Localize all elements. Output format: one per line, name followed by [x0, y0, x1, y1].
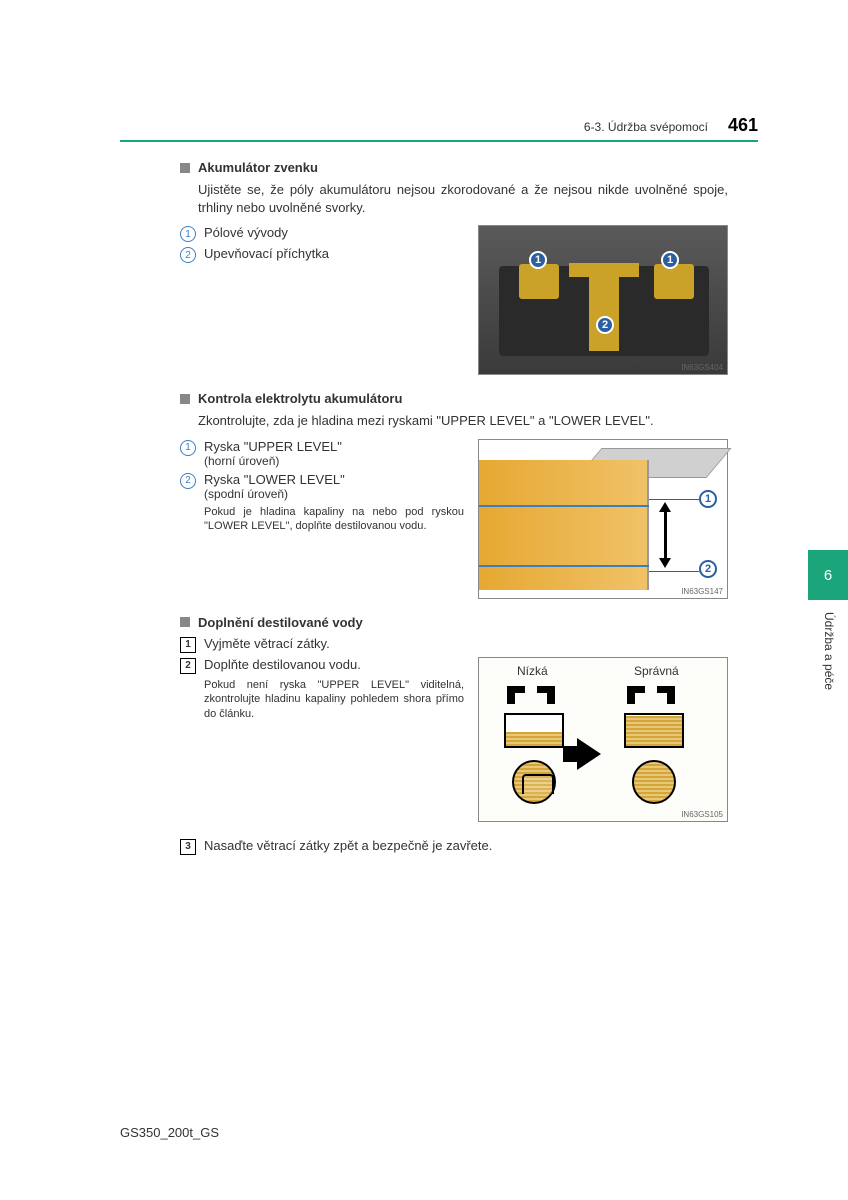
- content-body: Akumulátor zvenku Ujistěte se, že póly a…: [120, 160, 758, 855]
- section-heading-electrolyte: Kontrola elektrolytu akumulátoru: [180, 391, 728, 406]
- label-low: Nízká: [517, 664, 548, 678]
- upper-level-line: [479, 505, 649, 507]
- step-item: 3 Nasaďte větrací zátky zpět a bezpečně …: [180, 838, 728, 855]
- leader-line: [649, 571, 699, 573]
- note-text: Pokud není ryska "UPPER LEVEL" viditelná…: [204, 678, 464, 723]
- section-title: Akumulátor zvenku: [198, 160, 318, 175]
- intro-text: Zkontrolujte, zda je hladina mezi ryskam…: [198, 412, 728, 430]
- figure-col: 1 2 IN63GS147: [478, 439, 728, 599]
- list-col: 2 Doplňte destilovanou vodu. Pokud není …: [180, 657, 464, 822]
- top-view-circle: [632, 760, 676, 804]
- row-sec3: 2 Doplňte destilovanou vodu. Pokud není …: [180, 657, 728, 822]
- boxed-number-icon: 3: [180, 839, 196, 855]
- top-view-circle: [512, 760, 556, 804]
- bullet-icon: [180, 163, 190, 173]
- circled-number-icon: 2: [180, 247, 196, 263]
- figure-water-fill: Nízká Správná IN63GS105: [478, 657, 728, 822]
- figure-battery-top: 1 1 2 IN63GS404: [478, 225, 728, 375]
- item-text: Upevňovací příchytka: [204, 246, 329, 261]
- list-item: 1 Ryska "UPPER LEVEL" (horní úroveň): [180, 439, 464, 468]
- section-title: Doplnění destilované vody: [198, 615, 363, 630]
- row-sec1: 1 Pólové vývody 2 Upevňovací příchytka 1…: [180, 225, 728, 375]
- chapter-number: 6: [824, 567, 832, 584]
- leader-line: [649, 499, 699, 501]
- list-item: 2 Upevňovací příchytka: [180, 246, 464, 263]
- cell-cross-section: [504, 713, 564, 748]
- bullet-icon: [180, 617, 190, 627]
- page-header: 6-3. Údržba svépomocí 461: [120, 115, 758, 142]
- fluid-fill: [506, 732, 562, 746]
- label-correct: Správná: [634, 664, 679, 678]
- figure-code: IN63GS147: [681, 587, 723, 596]
- callout-marker: 1: [699, 490, 717, 508]
- lower-level-line: [479, 565, 649, 567]
- terminal-clamp-icon: [654, 264, 694, 299]
- figure-code: IN63GS404: [681, 363, 723, 372]
- item-text: Ryska "LOWER LEVEL": [204, 472, 345, 487]
- section-heading-battery-exterior: Akumulátor zvenku: [180, 160, 728, 175]
- step-item: 1 Vyjměte větrací zátky.: [180, 636, 728, 653]
- figure-electrolyte-level: 1 2 IN63GS147: [478, 439, 728, 599]
- intro-text: Ujistěte se, že póly akumulátoru nejsou …: [198, 181, 728, 217]
- step-item: 2 Doplňte destilovanou vodu.: [180, 657, 464, 674]
- chapter-label: Údržba a péče: [822, 612, 836, 690]
- circled-number-icon: 1: [180, 226, 196, 242]
- list-col: 1 Pólové vývody 2 Upevňovací příchytka: [180, 225, 464, 375]
- vent-cap-icon: [627, 686, 635, 704]
- item-text: Pólové vývody: [204, 225, 288, 240]
- item-text-group: Ryska "UPPER LEVEL" (horní úroveň): [204, 439, 342, 468]
- updown-arrow-icon: [664, 510, 667, 560]
- list-col: 1 Ryska "UPPER LEVEL" (horní úroveň) 2 R…: [180, 439, 464, 599]
- bullet-icon: [180, 394, 190, 404]
- item-text-group: Ryska "LOWER LEVEL" (spodní úroveň): [204, 472, 345, 501]
- terminal-clamp-icon: [519, 264, 559, 299]
- item-text: Ryska "UPPER LEVEL": [204, 439, 342, 454]
- circled-number-icon: 1: [180, 440, 196, 456]
- circled-number-icon: 2: [180, 473, 196, 489]
- list-item: 2 Ryska "LOWER LEVEL" (spodní úroveň): [180, 472, 464, 501]
- figure-col: Nízká Správná IN63GS105: [478, 657, 728, 822]
- vent-cap-icon: [547, 686, 555, 704]
- footer-model: GS350_200t_GS: [120, 1125, 219, 1140]
- item-subtext: (spodní úroveň): [204, 487, 345, 501]
- row-sec2: 1 Ryska "UPPER LEVEL" (horní úroveň) 2 R…: [180, 439, 728, 599]
- list-item: 1 Pólové vývody: [180, 225, 464, 242]
- arrow-right-icon: [577, 738, 601, 770]
- section-title: Kontrola elektrolytu akumulátoru: [198, 391, 402, 406]
- callout-marker: 2: [699, 560, 717, 578]
- figure-col: 1 1 2 IN63GS404: [478, 225, 728, 375]
- step-text: Nasaďte větrací zátky zpět a bezpečně je…: [204, 838, 492, 853]
- holddown-bracket-icon: [589, 271, 619, 351]
- item-subtext: (horní úroveň): [204, 454, 342, 468]
- boxed-number-icon: 1: [180, 637, 196, 653]
- step-text: Vyjměte větrací zátky.: [204, 636, 330, 651]
- vent-cap-icon: [667, 686, 675, 704]
- boxed-number-icon: 2: [180, 658, 196, 674]
- section-label: 6-3. Údržba svépomocí: [584, 120, 708, 134]
- cell-cross-section: [624, 713, 684, 748]
- section-heading-distilled-water: Doplnění destilované vody: [180, 615, 728, 630]
- page-number: 461: [728, 115, 758, 136]
- step-text: Doplňte destilovanou vodu.: [204, 657, 361, 672]
- chapter-tab: 6: [808, 550, 848, 600]
- page: 6-3. Údržba svépomocí 461 Akumulátor zve…: [0, 0, 848, 855]
- battery-side-shape: [479, 460, 649, 590]
- note-text: Pokud je hladina kapaliny na nebo pod ry…: [204, 505, 464, 535]
- figure-code: IN63GS105: [681, 810, 723, 819]
- vent-cap-icon: [507, 686, 515, 704]
- fluid-fill: [626, 716, 682, 746]
